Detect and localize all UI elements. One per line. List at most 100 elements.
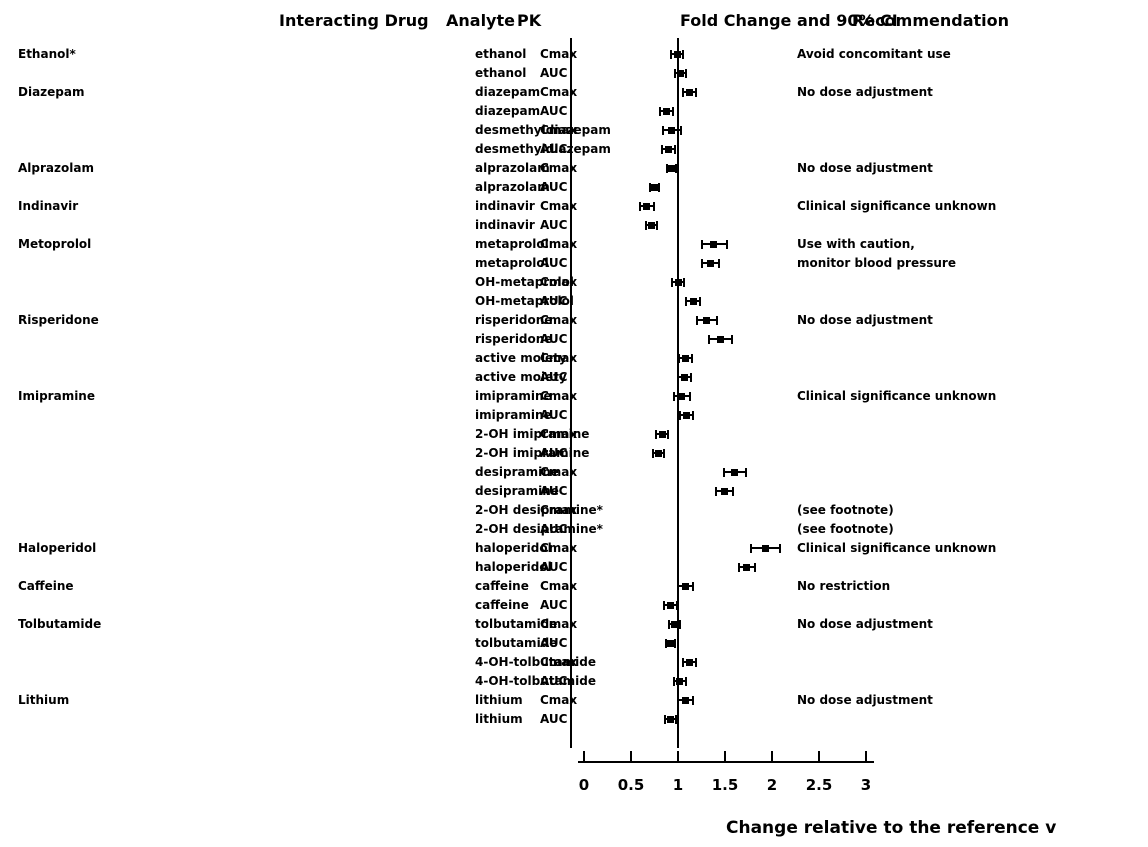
ci-cap-high xyxy=(698,297,701,306)
ci-cap-high xyxy=(715,316,718,325)
point-estimate-marker xyxy=(666,639,674,647)
pk-parameter-label: Cmax xyxy=(540,541,578,555)
point-estimate-marker xyxy=(761,544,769,552)
point-estimate-marker xyxy=(702,316,710,324)
ci-cap-high xyxy=(674,145,677,154)
analyte-label: 2-OH imipramine xyxy=(475,427,590,441)
analyte-label: caffeine xyxy=(475,579,529,593)
analyte-label: indinavir xyxy=(475,218,535,232)
point-estimate-marker xyxy=(730,468,738,476)
column-header-fold-change: Fold Change and 90% CI xyxy=(680,11,898,30)
analyte-label: ethanol xyxy=(475,66,527,80)
point-estimate-marker xyxy=(670,620,678,628)
ci-cap-high xyxy=(694,658,697,667)
pk-parameter-label: AUC xyxy=(540,142,568,156)
point-estimate-marker xyxy=(685,88,693,96)
pk-parameter-label: Cmax xyxy=(540,199,578,213)
ci-cap-high xyxy=(692,582,695,591)
pk-parameter-label: Cmax xyxy=(540,313,578,327)
point-estimate-marker xyxy=(666,601,674,609)
pk-parameter-label: Cmax xyxy=(540,655,578,669)
point-estimate-marker xyxy=(710,240,718,248)
x-axis-tick xyxy=(583,751,585,761)
ci-cap-low xyxy=(681,88,684,97)
ci-cap-high xyxy=(730,335,733,344)
ci-cap-high xyxy=(672,107,675,116)
ci-cap-high xyxy=(666,430,669,439)
x-axis-tick-label: 2 xyxy=(766,776,778,794)
ci-cap-high xyxy=(658,183,661,192)
analyte-label: alprazolam xyxy=(475,180,550,194)
ci-cap-high xyxy=(676,601,679,610)
ci-cap-low xyxy=(659,107,662,116)
ci-cap-low xyxy=(714,487,717,496)
analyte-label: risperidone xyxy=(475,332,553,346)
x-axis-tick xyxy=(771,751,773,761)
pk-parameter-label: AUC xyxy=(540,180,568,194)
pk-parameter-label: AUC xyxy=(540,332,568,346)
pk-parameter-label: AUC xyxy=(540,408,568,422)
recommendation-note: Avoid concomitant use xyxy=(797,47,951,61)
point-estimate-marker xyxy=(682,354,690,362)
point-estimate-marker xyxy=(677,69,685,77)
ci-cap-high xyxy=(754,563,757,572)
point-estimate-marker xyxy=(663,107,671,115)
point-estimate-marker xyxy=(651,183,658,191)
analyte-label: diazepam xyxy=(475,85,541,99)
analyte-label: haloperidol xyxy=(475,560,552,574)
x-axis-tick-label: 1.5 xyxy=(711,776,739,794)
ci-cap-high xyxy=(656,221,659,230)
x-axis-line xyxy=(578,761,874,763)
pk-parameter-label: AUC xyxy=(540,66,568,80)
ci-cap-low xyxy=(667,620,670,629)
analyte-label: desmethyldiazepam xyxy=(475,142,611,156)
pk-parameter-label: Cmax xyxy=(540,465,578,479)
pk-parameter-label: AUC xyxy=(540,712,568,726)
ci-cap-low xyxy=(661,145,664,154)
point-estimate-marker xyxy=(648,221,656,229)
analyte-label: desipramine xyxy=(475,465,559,479)
ci-cap-high xyxy=(674,639,677,648)
point-estimate-marker xyxy=(665,145,673,153)
drug-label: Metoprolol xyxy=(18,237,92,251)
x-axis-tick-label: 2.5 xyxy=(805,776,833,794)
plot-left-frame-line xyxy=(570,38,572,748)
pk-parameter-label: Cmax xyxy=(540,237,578,251)
ci-cap-low xyxy=(673,677,676,686)
point-estimate-marker xyxy=(667,126,675,134)
x-axis-tick xyxy=(724,751,726,761)
point-estimate-marker xyxy=(689,297,697,305)
ci-cap-high xyxy=(692,696,695,705)
drug-label: Risperidone xyxy=(18,313,99,327)
ci-cap-low xyxy=(671,278,674,287)
ci-cap-high xyxy=(744,468,747,477)
analyte-label: diazepam xyxy=(475,104,541,118)
ci-cap-low xyxy=(673,392,676,401)
ci-cap-high xyxy=(685,69,688,78)
analyte-label: 4-OH-tolbutamide xyxy=(475,674,596,688)
column-header-pk: PK xyxy=(517,11,542,30)
ci-cap-high xyxy=(679,126,682,135)
analyte-label: OH-metaprolol xyxy=(475,275,574,289)
pk-parameter-label: Cmax xyxy=(540,85,578,99)
ci-cap-high xyxy=(692,411,695,420)
recommendation-note: No dose adjustment xyxy=(797,161,933,175)
drug-label: Alprazolam xyxy=(18,161,94,175)
point-estimate-marker xyxy=(720,487,728,495)
recommendation-note: Clinical significance unknown xyxy=(797,389,997,403)
ci-cap-low xyxy=(677,373,679,382)
ci-cap-high xyxy=(662,449,665,458)
recommendation-note: (see footnote) xyxy=(797,522,894,536)
pk-parameter-label: AUC xyxy=(540,256,568,270)
x-axis-tick-label: 0.5 xyxy=(617,776,645,794)
analyte-label: risperidone xyxy=(475,313,553,327)
ci-cap-high xyxy=(731,487,734,496)
ci-cap-low xyxy=(664,639,667,648)
pk-parameter-label: AUC xyxy=(540,484,568,498)
ci-cap-low xyxy=(648,183,651,192)
ci-cap-low xyxy=(685,297,688,306)
drug-label: Indinavir xyxy=(18,199,79,213)
drug-label: Tolbutamide xyxy=(18,617,102,631)
ci-cap-low xyxy=(708,335,711,344)
x-axis-tick xyxy=(818,751,820,761)
